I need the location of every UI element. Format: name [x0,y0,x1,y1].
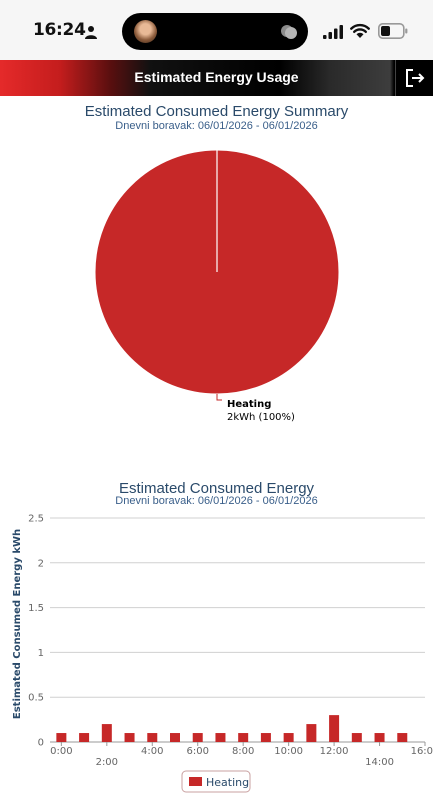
bar-heating[interactable] [238,733,249,742]
bar-heating[interactable] [283,733,294,742]
y-tick-label: 0 [38,738,44,749]
bar-heating[interactable] [192,733,203,742]
page-title: Estimated Energy Usage [134,69,299,85]
y-tick-label: 1.5 [28,603,44,614]
pie-label-name: Heating [227,399,271,410]
usage-bar-chart: 0 0.5 1 1.5 2 2.5 0:00 2:00 4:00 6:00 8:00 10:00 12… [12,514,433,793]
legend-swatch-heating [189,777,202,786]
summary-chart-title: Estimated Consumed Energy Summary [84,103,349,120]
legend-box [181,770,251,793]
y-tick-label: 2 [38,558,44,569]
logout-icon [406,69,425,87]
bar-heating[interactable] [56,733,67,742]
summary-pie-chart: Heating 2kWh (100%) [94,149,340,423]
app-header: Estimated Energy Usage [0,60,433,96]
chart-gridlines [50,517,425,743]
y-axis-ticks: 0 0.5 1 1.5 2 2.5 [28,514,44,749]
chart-bars [56,715,408,742]
bar-heating[interactable] [397,733,408,742]
x-tick-label: 12:00 [320,746,349,757]
x-tick-label: 4:00 [141,746,163,757]
x-tick-label: 0:00 [50,746,72,757]
bar-heating[interactable] [79,733,90,742]
bar-heating[interactable] [101,724,112,742]
pie-label-value: 2kWh (100%) [227,412,295,423]
x-tick-label: 14:00 [365,757,394,768]
legend-label-heating: Heating [206,776,249,789]
bar-heating[interactable] [306,724,317,742]
y-tick-label: 0.5 [28,693,44,704]
bar-heating[interactable] [124,733,135,742]
bar-heating[interactable] [260,733,271,742]
x-tick-label: 16:00 [411,746,433,757]
status-bar: 16:24 [0,0,433,60]
x-tick-label: 10:00 [274,746,303,757]
bar-heating[interactable] [329,715,340,742]
x-tick-label: 2:00 [96,757,118,768]
battery-icon [378,23,408,39]
y-tick-label: 1 [38,648,44,659]
person-icon [85,26,97,39]
status-time: 16:24 [33,20,86,40]
y-axis-label: Estimated Consumed Energy kWh [12,529,23,719]
island-activity-icon [281,25,297,39]
avatar [134,20,157,43]
y-tick-label: 2.5 [28,514,44,525]
cellular-signal-icon [323,25,343,39]
usage-chart-subtitle: Dnevni boravak: 06/01/2026 - 06/01/2026 [115,495,318,507]
x-tick-label: 6:00 [186,746,208,757]
x-tick-label: 8:00 [232,746,254,757]
summary-chart-subtitle: Dnevni boravak: 06/01/2026 - 06/01/2026 [115,120,318,132]
usage-chart-title: Estimated Consumed Energy [118,480,315,497]
logout-button[interactable] [395,60,433,96]
bar-heating[interactable] [170,733,180,742]
bar-heating[interactable] [374,733,385,742]
bar-heating[interactable] [215,733,226,742]
pie-label-connector [216,394,222,401]
bar-heating[interactable] [351,733,362,742]
x-axis-ticks: 0:00 2:00 4:00 6:00 8:00 10:00 12:00 14:00 16:00 [50,742,433,768]
chart-legend[interactable]: Heating [181,770,251,793]
bar-heating[interactable] [147,733,158,742]
wifi-icon [350,23,370,38]
